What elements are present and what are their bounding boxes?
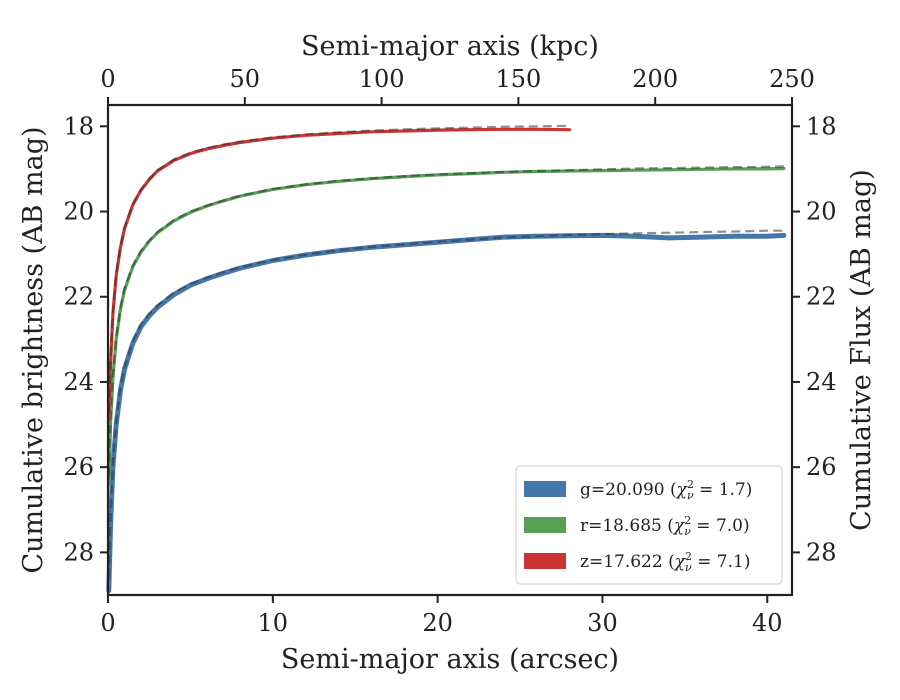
y-tick-label: 20 bbox=[63, 198, 94, 226]
right-y-tick-label: 20 bbox=[806, 198, 837, 226]
legend-label-g: g=20.090 (χ2 ν = 1.7) bbox=[580, 478, 752, 502]
model-line-g bbox=[107, 229, 784, 579]
model-line-z bbox=[107, 124, 570, 412]
right-axis-label: Cumulative Flux (AB mag) bbox=[846, 169, 877, 531]
top-x-tick-label: 50 bbox=[230, 65, 261, 93]
legend-swatch-z bbox=[524, 553, 566, 569]
right-y-tick-label: 24 bbox=[806, 368, 837, 396]
series-line-z bbox=[107, 127, 572, 422]
top-x-tick-label: 100 bbox=[359, 65, 405, 93]
y-tick-label: 26 bbox=[63, 453, 94, 481]
plot-frame bbox=[106, 103, 794, 597]
top-x-tick-label: 250 bbox=[769, 65, 815, 93]
series-line-r bbox=[107, 166, 786, 486]
top-x-tick-label: 0 bbox=[100, 65, 115, 93]
legend-label-r: r=18.685 (χ2 ν = 7.0) bbox=[580, 514, 750, 538]
y-axis-label: Cumulative brightness (AB mag) bbox=[18, 126, 49, 573]
x-axis-label: Semi-major axis (arcsec) bbox=[281, 644, 619, 675]
x-tick-label: 30 bbox=[587, 609, 618, 637]
y-tick-label: 24 bbox=[63, 368, 94, 396]
x-tick-label: 40 bbox=[752, 609, 783, 637]
legend-swatch-g bbox=[524, 481, 566, 497]
x-tick-label: 20 bbox=[422, 609, 453, 637]
legend-box bbox=[515, 465, 783, 585]
top-x-tick-label: 150 bbox=[495, 65, 541, 93]
top-x-tick-label: 200 bbox=[632, 65, 678, 93]
right-y-tick-label: 18 bbox=[806, 112, 837, 140]
right-y-tick-label: 26 bbox=[806, 453, 837, 481]
model-line-r bbox=[107, 165, 784, 476]
legend-label-z: z=17.622 (χ2 ν = 7.1) bbox=[580, 550, 750, 574]
series-layer bbox=[106, 124, 787, 594]
right-y-tick-label: 28 bbox=[806, 538, 837, 566]
legend: g=20.090 (χ2 ν = 1.7) r=18.685 (χ2 ν = 7.0)… bbox=[515, 465, 783, 585]
x-tick-label: 0 bbox=[100, 609, 115, 637]
y-tick-label: 28 bbox=[63, 538, 94, 566]
y-tick-label: 22 bbox=[63, 283, 94, 311]
x-tick-label: 10 bbox=[258, 609, 289, 637]
ticks-layer: 0 10 20 30 40 0 50 100 150 200 250 18 18 20 20 22 22 24 24… bbox=[63, 65, 836, 637]
legend-swatch-r bbox=[524, 517, 566, 533]
y-tick-label: 18 bbox=[63, 112, 94, 140]
right-y-tick-label: 22 bbox=[806, 283, 837, 311]
top-axis-label: Semi-major axis (kpc) bbox=[301, 31, 599, 62]
